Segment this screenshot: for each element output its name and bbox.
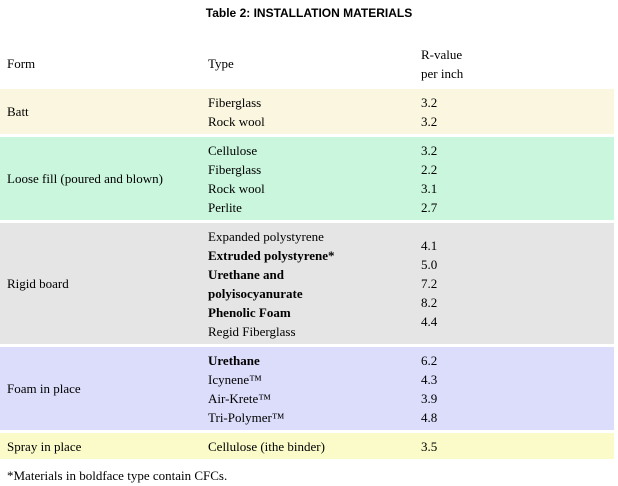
type-cell: Perlite <box>208 200 242 215</box>
type-cell: Extruded polystyrene* <box>208 248 335 263</box>
type-cell: Urethane <box>208 353 260 368</box>
type-cell: Tri-Polymer™ <box>208 410 285 425</box>
form-cell: Batt <box>7 104 29 119</box>
header-type: Type <box>208 56 234 71</box>
type-cell: Fiberglass <box>208 162 262 177</box>
rvalue-cell: 3.2 <box>421 113 438 129</box>
type-cell: Rock wool <box>208 181 265 196</box>
table-row <box>0 347 614 430</box>
rvalue-cell: 3.1 <box>421 180 438 196</box>
rvalue-cell: 4.4 <box>421 314 438 329</box>
type-cell: polyisocyanurate <box>208 286 303 301</box>
form-cell: Rigid board <box>7 276 69 291</box>
rvalue-cell: 3.2 <box>421 94 438 110</box>
type-cell: Regid Fiberglass <box>208 324 296 339</box>
type-cell: Icynene™ <box>208 372 262 387</box>
rvalue-cell: 3.9 <box>421 390 438 406</box>
header-rvalue-line2: per inch <box>421 66 464 81</box>
type-cell: Rock wool <box>208 114 265 129</box>
type-cell: Cellulose <box>208 143 258 158</box>
rvalue-cell: 2.7 <box>421 199 438 215</box>
form-cell: Loose fill (poured and blown) <box>7 171 163 186</box>
header-form: Form <box>7 56 36 71</box>
header-rvalue-line1: R-value <box>421 47 463 62</box>
rvalue-cell: 4.8 <box>421 409 438 425</box>
rvalue-cell: 5.0 <box>421 257 438 272</box>
rvalue-cell: 6.2 <box>421 352 438 368</box>
table-row <box>0 223 614 344</box>
rvalue-cell: 7.2 <box>421 276 438 291</box>
type-cell: Phenolic Foam <box>208 305 291 320</box>
type-cell: Expanded polystyrene <box>208 229 324 244</box>
type-cell: Fiberglass <box>208 95 262 110</box>
rvalue-cell: 8.2 <box>421 295 438 310</box>
form-cell: Foam in place <box>7 381 81 396</box>
table-row <box>0 137 614 220</box>
rvalue-cell: 2.2 <box>421 161 438 177</box>
table-row <box>0 89 614 134</box>
rvalue-cell: 4.1 <box>421 238 438 253</box>
footnote: *Materials in boldface type contain CFCs… <box>7 468 228 483</box>
rvalue-cell: 4.3 <box>421 371 438 387</box>
form-cell: Spray in place <box>7 438 82 454</box>
rvalue-cell: 3.5 <box>421 438 438 454</box>
type-cell: Cellulose (ithe binder) <box>208 439 325 454</box>
table-title: Table 2: INSTALLATION MATERIALS <box>205 6 413 20</box>
type-cell: Air-Krete™ <box>208 391 272 406</box>
table-row <box>0 433 614 459</box>
type-cell: Urethane and <box>208 267 284 282</box>
rvalue-cell: 3.2 <box>421 142 438 158</box>
